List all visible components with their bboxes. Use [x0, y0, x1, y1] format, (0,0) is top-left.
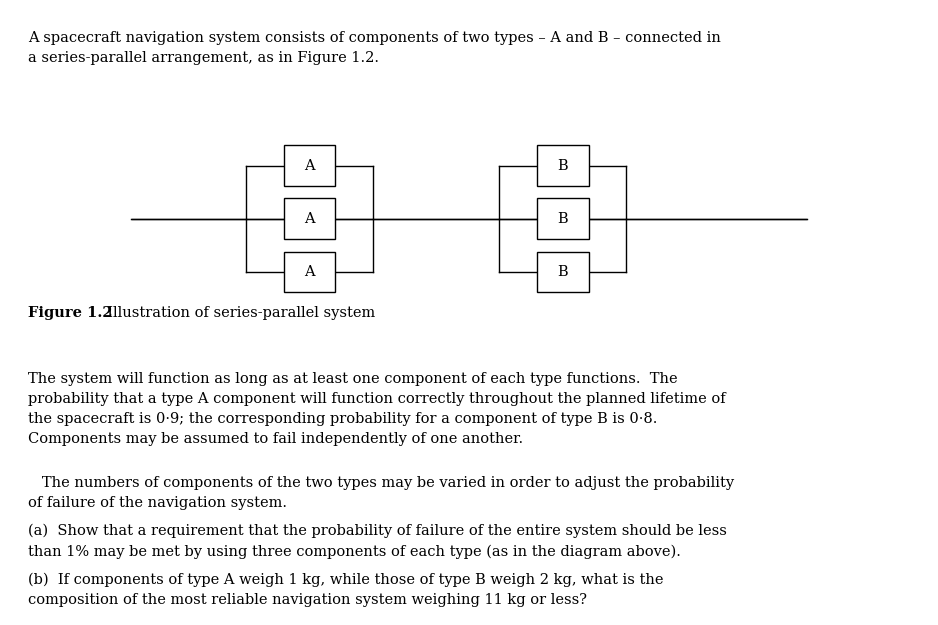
Bar — [537, 252, 589, 292]
Text: B: B — [557, 212, 568, 226]
Text: A spacecraft navigation system consists of components of two types – A and B – c: A spacecraft navigation system consists … — [28, 31, 721, 65]
Text: The numbers of components of the two types may be varied in order to adjust the : The numbers of components of the two typ… — [28, 476, 734, 510]
Text: A: A — [304, 212, 315, 226]
Bar — [537, 198, 589, 239]
Text: (a)  Show that a requirement that the probability of failure of the entire syste: (a) Show that a requirement that the pro… — [28, 524, 727, 559]
Text: B: B — [557, 159, 568, 172]
Bar — [283, 252, 336, 292]
Text: A: A — [304, 265, 315, 279]
Bar — [283, 145, 336, 186]
Text: Illustration of series-parallel system: Illustration of series-parallel system — [98, 306, 376, 320]
Text: A: A — [304, 159, 315, 172]
Text: (b)  If components of type A weigh 1 kg, while those of type B weigh 2 kg, what : (b) If components of type A weigh 1 kg, … — [28, 572, 664, 607]
Bar — [537, 145, 589, 186]
Bar — [283, 198, 336, 239]
Text: The system will function as long as at least one component of each type function: The system will function as long as at l… — [28, 372, 726, 446]
Text: B: B — [557, 265, 568, 279]
Text: Figure 1.2: Figure 1.2 — [28, 306, 113, 320]
